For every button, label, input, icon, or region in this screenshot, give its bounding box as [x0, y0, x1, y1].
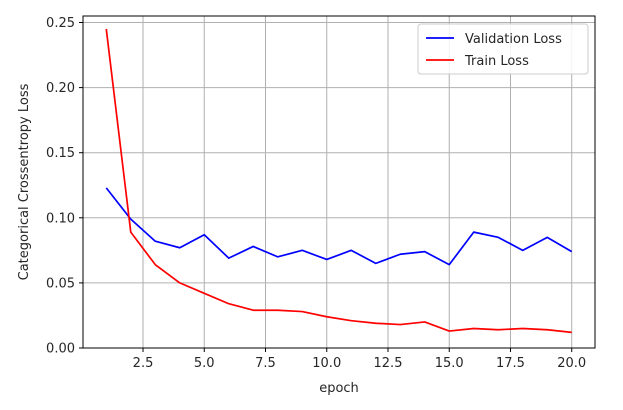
x-tick-label: 5.0 [194, 356, 215, 371]
x-axis-label: epoch [319, 381, 359, 396]
x-tick-label: 17.5 [496, 356, 525, 371]
series-line-train-loss [105, 28, 572, 334]
series-line-validation-loss [105, 187, 573, 266]
x-tick-label: 15.0 [435, 356, 464, 371]
y-tick-label: 0.10 [46, 211, 75, 226]
x-tick-label: 20.0 [557, 356, 586, 371]
x-tick-label: 10.0 [312, 356, 341, 371]
x-tick-label: 2.5 [133, 356, 154, 371]
y-tick-label: 0.25 [46, 16, 75, 31]
y-tick-label: 0.15 [46, 146, 75, 161]
series-layer [105, 28, 573, 334]
legend-box [417, 23, 589, 75]
legend-label: Train Loss [464, 54, 529, 69]
x-tick-label: 7.5 [255, 356, 276, 371]
y-axis-label: Categorical Crossentropy Loss [17, 83, 32, 280]
x-tick-label: 12.5 [374, 356, 403, 371]
plot-frame [82, 15, 596, 349]
legend: Validation Loss Train Loss [417, 23, 589, 75]
y-tick-label: 0.20 [46, 81, 75, 96]
ticks: 2.5 5.0 7.5 10.0 12.5 15.0 17.5 20.0 0.00 0.05 0.1… [46, 16, 586, 371]
y-tick-label: 0.00 [46, 342, 75, 357]
legend-label: Validation Loss [465, 32, 562, 47]
y-tick-label: 0.05 [46, 276, 75, 291]
